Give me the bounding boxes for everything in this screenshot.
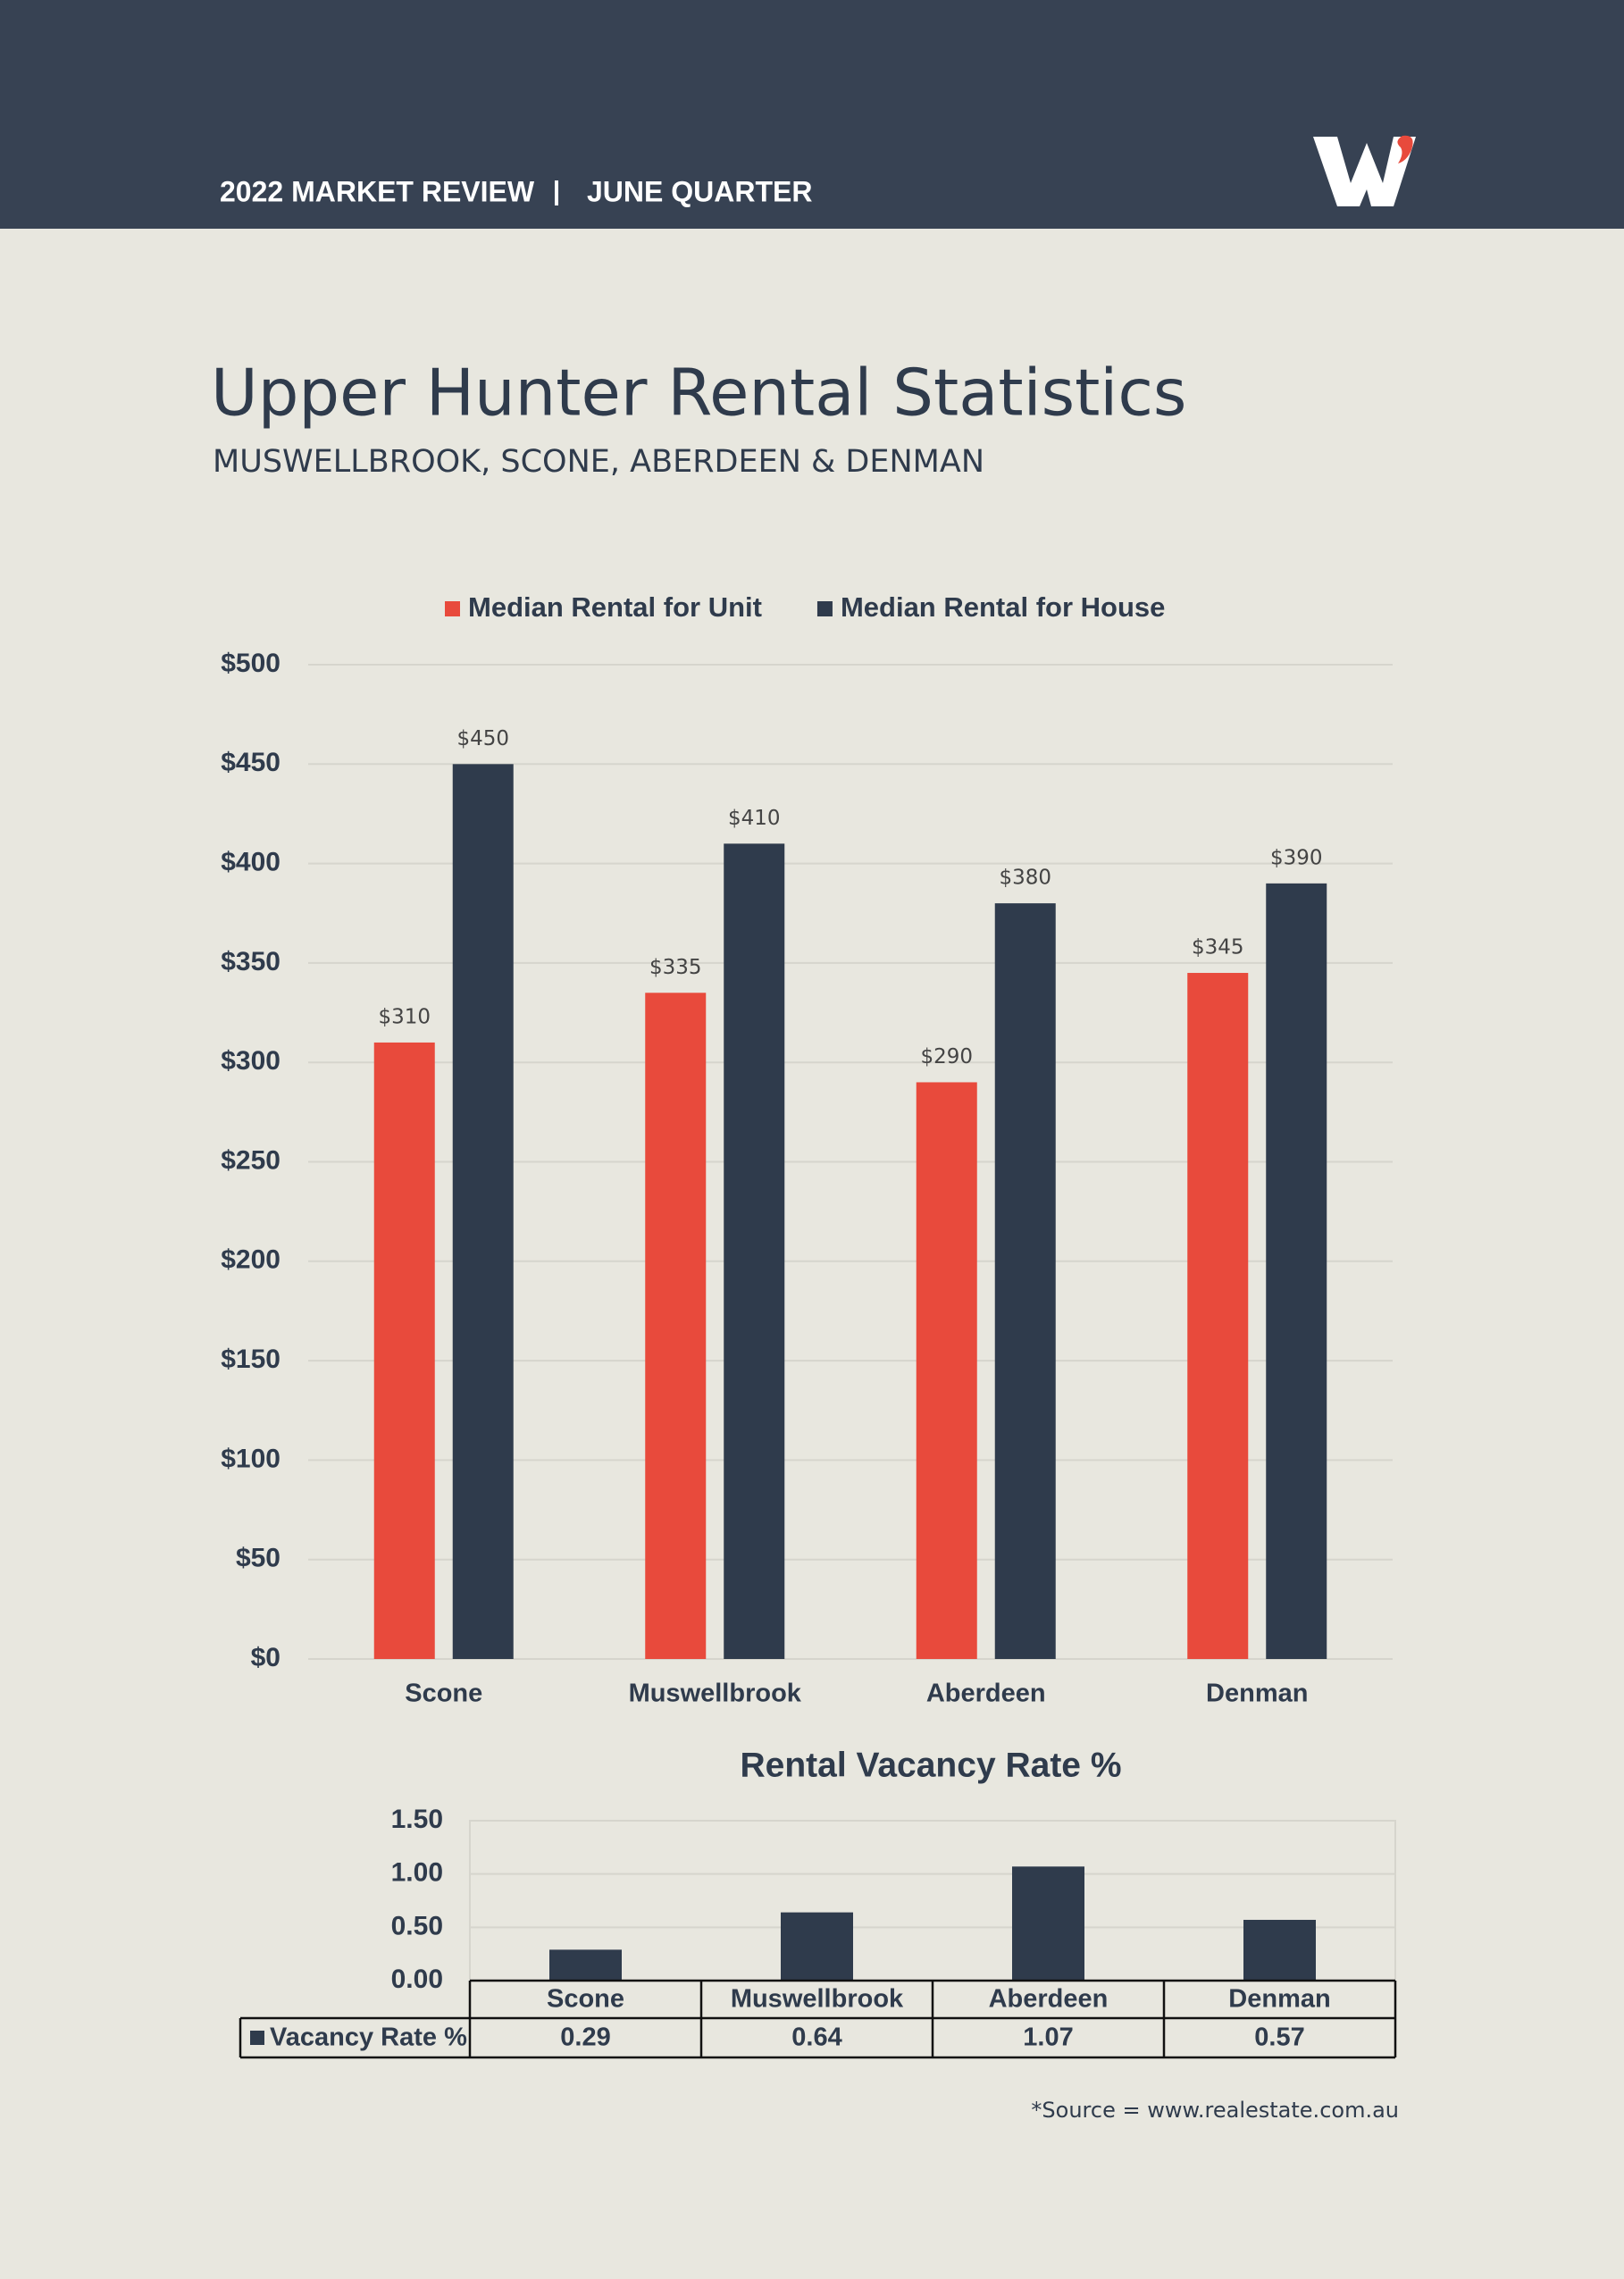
- bar: [781, 1912, 853, 1981]
- data-label: $410: [728, 807, 781, 830]
- data-label: $390: [1270, 846, 1323, 869]
- y-tick-label: $0: [251, 1643, 280, 1672]
- data-label: $290: [920, 1045, 973, 1068]
- table-value: 0.57: [1254, 2023, 1304, 2052]
- legend-swatch: [816, 601, 833, 616]
- y-tick-label: $250: [221, 1145, 280, 1175]
- bar: [1012, 1866, 1084, 1981]
- bar: [645, 993, 707, 1659]
- table-value: 0.29: [560, 2023, 610, 2052]
- table-category: Aberdeen: [989, 1985, 1109, 2014]
- y-tick-label: 0.00: [391, 1965, 443, 1994]
- x-tick-label: Aberdeen: [926, 1680, 1046, 1708]
- data-label: $310: [378, 1005, 431, 1028]
- y-tick-label: $50: [236, 1544, 280, 1573]
- bar: [452, 764, 514, 1659]
- y-tick-label: 1.50: [391, 1805, 443, 1834]
- bar: [1243, 1919, 1316, 1981]
- page-title: Upper Hunter Rental Statistics: [211, 356, 1186, 431]
- page-subtitle: MUSWELLBROOK, SCONE, ABERDEEN & DENMAN: [213, 444, 984, 480]
- table-value: 0.64: [791, 2023, 841, 2052]
- table-value: 1.07: [1023, 2023, 1073, 2052]
- bar: [916, 1082, 977, 1659]
- y-tick-label: 0.50: [391, 1911, 443, 1940]
- data-label: $335: [649, 956, 702, 979]
- bar: [1266, 883, 1327, 1659]
- data-label: $380: [999, 867, 1051, 890]
- table-category: Denman: [1228, 1985, 1330, 2014]
- legend-swatch: [250, 2031, 264, 2045]
- logo: [1313, 137, 1416, 206]
- logo-accent: [1397, 135, 1413, 163]
- y-tick-label: $400: [221, 848, 280, 877]
- legend-label: Median Rental for Unit: [468, 591, 762, 623]
- legend-label: Median Rental for House: [841, 591, 1165, 623]
- table-row-label: Vacancy Rate %: [270, 2023, 467, 2052]
- x-tick-label: Scone: [405, 1680, 482, 1708]
- data-label: $450: [456, 727, 509, 750]
- bar: [724, 843, 785, 1659]
- bar: [1187, 973, 1249, 1659]
- x-tick-label: Denman: [1206, 1680, 1308, 1708]
- y-tick-label: $500: [221, 649, 280, 678]
- legend-swatch: [445, 601, 460, 616]
- y-tick-label: $300: [221, 1046, 280, 1076]
- chart-title: Rental Vacancy Rate %: [740, 1746, 1121, 1784]
- table-category: Scone: [547, 1985, 624, 2014]
- y-tick-label: $200: [221, 1245, 280, 1275]
- y-tick-label: $350: [221, 947, 280, 976]
- bar: [373, 1042, 435, 1659]
- source-note: *Source = www.realestate.com.au: [1031, 2098, 1399, 2123]
- bar: [549, 1949, 622, 1981]
- y-tick-label: 1.00: [391, 1858, 443, 1888]
- data-label: $345: [1192, 936, 1244, 959]
- y-tick-label: $100: [221, 1444, 280, 1473]
- header-left: 2022 MARKET REVIEW: [220, 175, 535, 207]
- header-right: JUNE QUARTER: [587, 175, 812, 207]
- x-tick-label: Muswellbrook: [629, 1680, 802, 1708]
- y-tick-label: $150: [221, 1345, 280, 1374]
- y-tick-label: $450: [221, 748, 280, 777]
- table-category: Muswellbrook: [731, 1985, 904, 2014]
- bar: [994, 903, 1056, 1659]
